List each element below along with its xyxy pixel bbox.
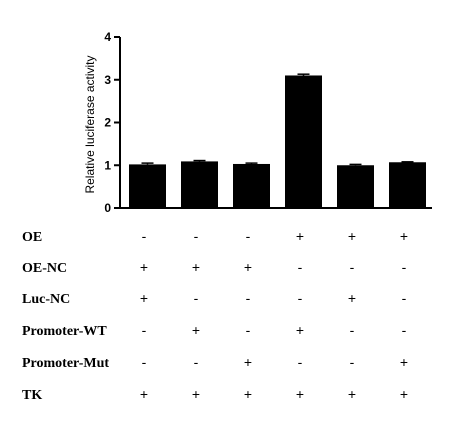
condition-sign: + xyxy=(140,259,148,275)
y-axis: 0 1 2 3 4 Relative luciferase activity xyxy=(83,30,432,215)
condition-label: Luc-NC xyxy=(22,292,70,307)
condition-sign: + xyxy=(244,354,252,370)
bar xyxy=(337,165,374,208)
condition-sign: + xyxy=(140,386,148,402)
y-tick-label: 1 xyxy=(104,158,111,172)
condition-sign: - xyxy=(402,259,407,275)
condition-sign: + xyxy=(348,290,356,306)
condition-sign: + xyxy=(400,228,408,244)
condition-sign: - xyxy=(298,354,303,370)
condition-sign: - xyxy=(194,290,199,306)
condition-sign: + xyxy=(400,386,408,402)
condition-sign: - xyxy=(246,228,251,244)
condition-label: Promoter-Mut xyxy=(22,356,109,371)
bars xyxy=(129,73,426,208)
condition-sign: - xyxy=(142,354,147,370)
condition-sign: + xyxy=(348,228,356,244)
condition-table: OE - - - + + + OE-NC + + + - - - Luc-NC + - - - + - Promoter-… xyxy=(22,228,408,403)
y-tick-label: 2 xyxy=(104,116,111,130)
condition-sign: + xyxy=(244,259,252,275)
y-tick-label: 4 xyxy=(104,30,111,44)
condition-sign: + xyxy=(192,322,200,338)
condition-sign: - xyxy=(298,259,303,275)
bar xyxy=(181,161,218,208)
bar xyxy=(233,163,270,208)
condition-label: Promoter-WT xyxy=(22,324,107,339)
condition-sign: - xyxy=(194,228,199,244)
condition-sign: + xyxy=(296,386,304,402)
condition-sign: + xyxy=(140,290,148,306)
condition-sign: - xyxy=(194,354,199,370)
condition-label: OE xyxy=(22,230,42,245)
condition-label: OE-NC xyxy=(22,261,67,276)
y-axis-title: Relative luciferase activity xyxy=(83,55,97,193)
condition-label: TK xyxy=(22,388,42,403)
condition-sign: + xyxy=(192,259,200,275)
condition-sign: - xyxy=(402,322,407,338)
condition-sign: - xyxy=(142,322,147,338)
condition-sign: - xyxy=(402,290,407,306)
condition-sign: - xyxy=(350,259,355,275)
condition-sign: - xyxy=(246,290,251,306)
bar xyxy=(129,164,166,208)
condition-sign: - xyxy=(246,322,251,338)
condition-sign: - xyxy=(298,290,303,306)
condition-sign: - xyxy=(142,228,147,244)
condition-sign: + xyxy=(296,322,304,338)
condition-sign: + xyxy=(192,386,200,402)
y-tick-label: 0 xyxy=(104,201,111,215)
condition-sign: + xyxy=(348,386,356,402)
condition-sign: - xyxy=(350,354,355,370)
condition-sign: + xyxy=(296,228,304,244)
bar xyxy=(285,75,322,208)
bar xyxy=(389,162,426,208)
condition-sign: + xyxy=(400,354,408,370)
condition-sign: - xyxy=(350,322,355,338)
condition-sign: + xyxy=(244,386,252,402)
y-tick-label: 3 xyxy=(104,73,111,87)
